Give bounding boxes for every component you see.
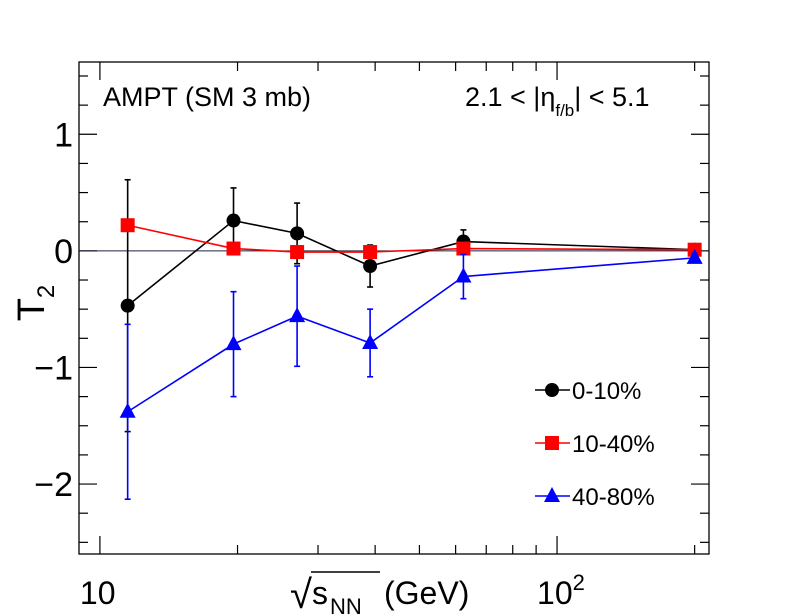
x-axis-title: √ s NN (GeV) (290, 571, 469, 616)
x-axis-title-sub: NN (330, 594, 362, 616)
y-tick-label: −1 (34, 349, 73, 387)
data-point (120, 298, 135, 313)
x-tick-label-exponent: 2 (573, 570, 585, 595)
tick-labels: 10−1−210 102 (34, 116, 585, 611)
x-tick-label-base: 10 (80, 575, 116, 611)
x-tick-label: 102 (537, 570, 585, 611)
x-tick-label-base: 10 (537, 575, 573, 611)
y-tick-label: 1 (54, 116, 73, 154)
series-10-40% (120, 218, 702, 260)
legend-marker (544, 487, 560, 502)
y-axis-title-main: T (11, 298, 53, 321)
x-axis-title-root: √ (290, 573, 312, 616)
data-point (226, 213, 241, 228)
ticks (79, 62, 709, 554)
data-point (226, 241, 241, 256)
plot-frame (78, 61, 710, 555)
data-point (120, 218, 135, 233)
data-point (363, 245, 378, 260)
data-point (290, 245, 305, 260)
data-point (362, 333, 379, 349)
legend-label: 0-10% (572, 378, 641, 405)
annotation-model: AMPT (SM 3 mb) (103, 82, 311, 112)
legend-marker (545, 383, 559, 397)
series-line (127, 219, 695, 307)
data-point (290, 226, 305, 241)
legend: 0-10% 10-40% 40-80% (535, 378, 655, 511)
y-tick-label: 0 (54, 233, 73, 271)
legend-item-10-40%: 10-40% (535, 431, 655, 458)
y-axis-title-sub: 2 (33, 285, 60, 298)
legend-label: 10-40% (572, 431, 655, 458)
annotation-eta-sub: f/b (555, 101, 574, 120)
svg-text:T2: T2 (11, 285, 60, 322)
legend-item-0-10%: 0-10% (535, 378, 641, 405)
series-40-80% (119, 248, 703, 501)
x-axis-title-unit: (GeV) (384, 575, 469, 611)
data-point (225, 335, 242, 351)
data-point (456, 241, 471, 256)
legend-label: 40-80% (572, 484, 655, 511)
legend-item-40-80%: 40-80% (535, 484, 655, 511)
data-point (363, 259, 378, 274)
x-axis-title-s: s (312, 575, 328, 611)
data-point (686, 248, 703, 264)
y-tick-label: −2 (34, 466, 73, 504)
data-point (455, 267, 472, 283)
series-line (127, 257, 695, 413)
data-point (289, 307, 306, 323)
series-line (127, 224, 695, 253)
annotation-eta-range: 2.1 < |ηf/b| < 5.1 (465, 82, 650, 120)
legend-marker (545, 436, 559, 450)
data-point (119, 402, 136, 418)
y-axis-title: T2 (11, 285, 60, 322)
annotation-eta-suffix: | < 5.1 (574, 82, 649, 112)
annotation-eta-prefix: 2.1 < |η (465, 82, 555, 112)
x-tick-label: 10 (80, 575, 116, 611)
series-layer (119, 178, 703, 501)
